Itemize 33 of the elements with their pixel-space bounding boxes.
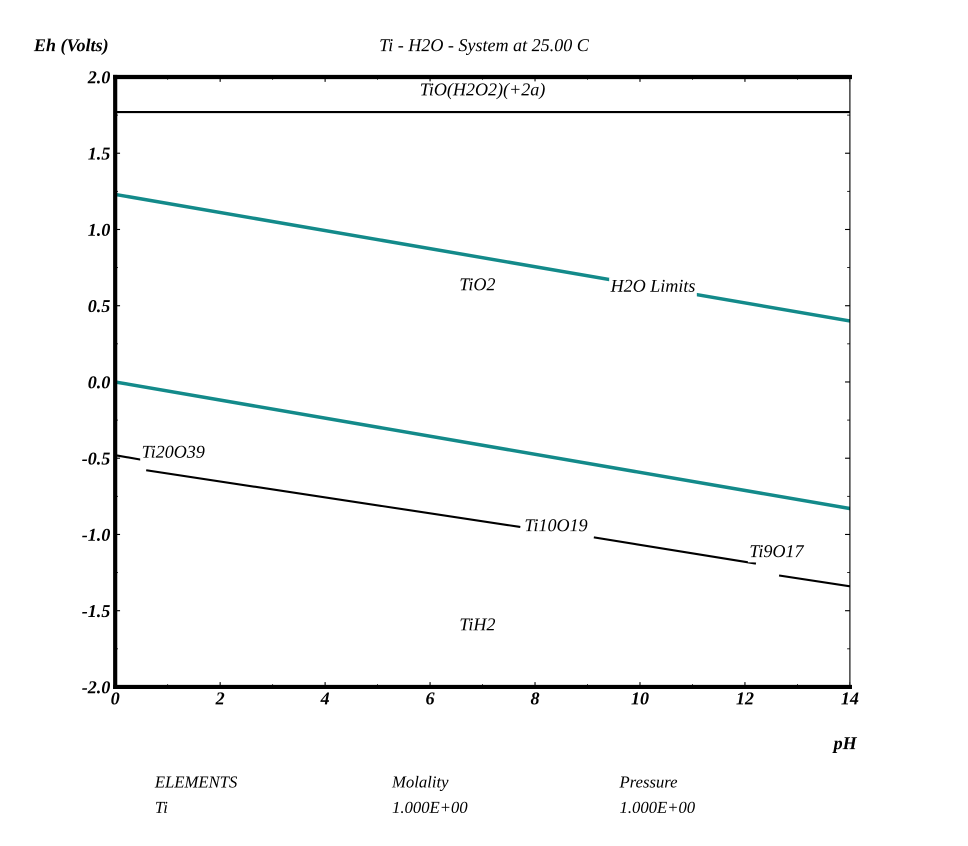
y-tick-label: 1.5 (88, 148, 110, 160)
annotation: Ti9O17 (750, 545, 804, 558)
x-tick-label: 4 (320, 692, 330, 704)
chart-title: Ti - H2O - System at 25.00 C (380, 39, 589, 55)
y-tick-label: 0.5 (88, 300, 110, 312)
x-tick-label: 10 (631, 692, 649, 705)
y-tick-label: 0.0 (88, 376, 110, 388)
y-tick-label: -1.0 (82, 528, 110, 541)
x-tick-label: 0 (111, 692, 120, 705)
y-tick-label: 1.0 (88, 224, 110, 236)
x-tick-label: 14 (841, 692, 858, 704)
x-axis-title: pH (832, 737, 858, 753)
annotation: TiO2 (460, 278, 496, 290)
annotation: Ti10O19 (526, 519, 588, 532)
x-tick-label: 6 (426, 692, 435, 705)
x-tick-label: 8 (530, 692, 540, 705)
text: Molality (392, 776, 449, 792)
y-tick-label: -1.5 (82, 605, 110, 618)
text: ELEMENTS (154, 776, 238, 788)
annotation: TiH2 (460, 618, 496, 630)
y-axis-title: Eh (Volts) (34, 38, 108, 55)
text: 1.000E+00 (620, 802, 695, 814)
x-tick-label: 2 (215, 692, 224, 704)
text: 1.000E+00 (392, 802, 468, 814)
text: Pressure (619, 776, 678, 788)
x-tick-label: 12 (736, 692, 754, 704)
text: Ti (156, 802, 168, 813)
annotation: Ti20O39 (142, 446, 205, 458)
annotation: TiO(H2O2)(+2a) (420, 82, 545, 100)
y-tick-label: 2.0 (88, 71, 110, 84)
y-tick-label: -0.5 (82, 452, 110, 465)
annotation: H2O Limits (610, 280, 695, 292)
y-tick-label: -2.0 (82, 681, 110, 694)
